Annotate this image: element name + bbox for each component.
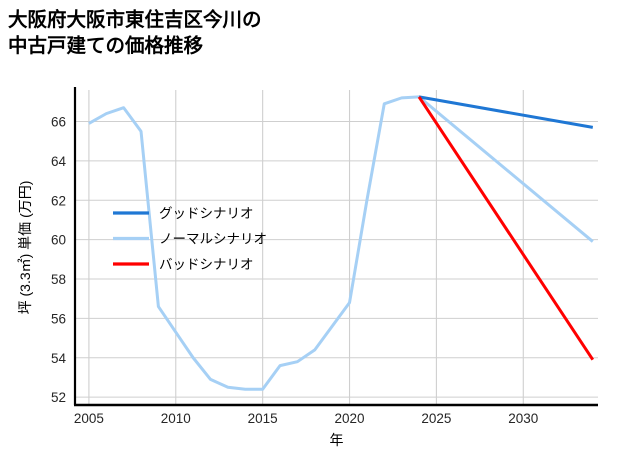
x-tick-label: 2010 xyxy=(161,411,191,426)
axis-spines xyxy=(73,87,598,407)
page-title: 大阪府大阪市東住吉区今川の 中古戸建ての価格推移 xyxy=(8,9,262,57)
x-tick-label: 2020 xyxy=(335,411,365,426)
gridlines xyxy=(75,90,598,405)
x-tick-label: 2030 xyxy=(508,411,538,426)
y-tick-label: 60 xyxy=(51,233,66,248)
x-tick-label: 2015 xyxy=(248,411,278,426)
legend-label: ノーマルシナリオ xyxy=(159,232,267,247)
y-axis-title: 坪 (3.3㎡) 単価 (万円) xyxy=(17,181,33,315)
y-axis-ticks: 52 54 56 58 60 62 64 66 xyxy=(51,115,67,406)
series-line xyxy=(417,96,595,361)
y-tick-label: 66 xyxy=(51,115,66,130)
axis-titles: 年 坪 (3.3㎡) 単価 (万円) xyxy=(17,181,344,448)
legend-label: バッドシナリオ xyxy=(159,257,254,272)
x-tick-label: 2005 xyxy=(74,411,104,426)
series-line xyxy=(418,95,594,129)
legend-label: グッドシナリオ xyxy=(159,206,254,221)
y-tick-label: 54 xyxy=(51,351,67,366)
y-tick-label: 58 xyxy=(51,272,66,287)
y-tick-label: 56 xyxy=(51,311,66,326)
x-axis-ticks: 2005 2010 2015 2020 2025 2030 xyxy=(74,411,538,426)
data-series-group xyxy=(88,95,595,391)
x-tick-label: 2025 xyxy=(421,411,451,426)
y-tick-label: 52 xyxy=(51,390,66,405)
y-tick-label: 62 xyxy=(51,193,66,208)
y-tick-label: 64 xyxy=(51,154,67,169)
x-axis-title: 年 xyxy=(330,432,344,448)
series-line xyxy=(88,95,594,391)
